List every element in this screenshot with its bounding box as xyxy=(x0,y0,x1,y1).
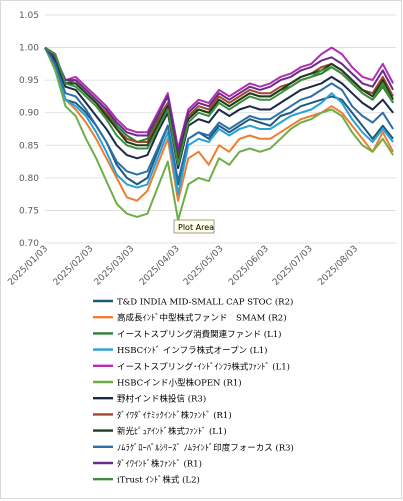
legend-label: HSBCｲﾝﾄﾞ インフラ株式オープン (L1) xyxy=(117,345,267,356)
y-tick-label: 0.70 xyxy=(19,239,39,249)
x-tick-label: 2025/02/03 xyxy=(52,244,96,288)
legend-item: ﾀﾞｲﾜｲﾝﾄﾞ株ﾌｧﾝﾄﾞ (R1) xyxy=(93,459,202,470)
y-tick-label: 0.75 xyxy=(19,206,39,216)
legend-label: 野村インド株投信 (R3) xyxy=(117,394,206,405)
y-tick-label: 0.95 xyxy=(19,76,39,86)
y-tick-label: 0.90 xyxy=(19,109,39,119)
legend-label: 高成長ｲﾝﾄﾞ中型株式ファンド SMAM (R2) xyxy=(117,313,287,324)
legend-label: 新光ﾋﾟｭｱｲﾝﾄﾞ株式ﾌｧﾝﾄﾞ (L1) xyxy=(117,426,227,437)
y-tick-label: 0.80 xyxy=(19,174,39,184)
legend-item: イーストスプリング消費関連ファンド (L1) xyxy=(93,329,281,340)
legend-label: ﾀﾞｲﾜﾀﾞｲﾅﾐｯｸｲﾝﾄﾞ株ﾌｧﾝﾄﾞ (R1) xyxy=(117,410,232,421)
legend-item: 新光ﾋﾟｭｱｲﾝﾄﾞ株式ﾌｧﾝﾄﾞ (L1) xyxy=(93,426,227,437)
series-line xyxy=(44,46,394,170)
legend-label: HSBCインド小型株OPEN (R1) xyxy=(117,378,242,389)
legend-label: イーストスプリング･ｲﾝﾄﾞｲﾝﾌﾗ株式ﾌｧﾝﾄﾞ (L1) xyxy=(117,361,290,372)
legend-item: T&D INDIA MID-SMALL CAP STOC (R2) xyxy=(93,297,293,308)
y-tick-label: 0.85 xyxy=(19,141,39,151)
legend-item: ﾀﾞｲﾜﾀﾞｲﾅﾐｯｸｲﾝﾄﾞ株ﾌｧﾝﾄﾞ (R1) xyxy=(93,410,232,421)
legend: T&D INDIA MID-SMALL CAP STOC (R2) 高成長ｲﾝﾄﾞ… xyxy=(93,297,294,486)
series-lines xyxy=(44,46,394,222)
x-tick-label: 2025/06/03 xyxy=(227,244,271,288)
legend-item: iTrust ｲﾝﾄﾞ株式 (L2) xyxy=(93,475,200,486)
series-line xyxy=(44,46,394,163)
series-line xyxy=(44,47,394,196)
y-tick-label: 1.05 xyxy=(19,11,39,21)
series-line xyxy=(44,47,394,222)
legend-label: ﾀﾞｲﾜｲﾝﾄﾞ株ﾌｧﾝﾄﾞ (R1) xyxy=(117,459,202,470)
y-axis: 0.70 0.75 0.80 0.85 0.90 0.95 1.00 1.05 xyxy=(19,11,39,249)
legend-label: T&D INDIA MID-SMALL CAP STOC (R2) xyxy=(117,297,293,308)
series-line xyxy=(44,46,394,150)
tooltip-text: Plot Area xyxy=(178,223,214,232)
legend-item: イーストスプリング･ｲﾝﾄﾞｲﾝﾌﾗ株式ﾌｧﾝﾄﾞ (L1) xyxy=(93,361,290,372)
legend-item: 野村インド株投信 (R3) xyxy=(93,394,206,405)
y-tick-label: 1.00 xyxy=(19,44,39,54)
series-line xyxy=(44,46,394,166)
legend-item: ﾉﾑﾗｸﾞﾛｰﾊﾞﾙｼﾘｰｽﾞ ﾉﾑﾗｲﾝﾄﾞ印度フォーカス (R3) xyxy=(93,442,294,453)
series-line xyxy=(44,47,394,202)
plot-area-tooltip: Plot Area xyxy=(173,219,215,234)
tooltip-box xyxy=(173,219,215,234)
x-tick-label: 2025/01/03 xyxy=(6,244,50,288)
series-line xyxy=(44,47,394,183)
legend-label: ﾉﾑﾗｸﾞﾛｰﾊﾞﾙｼﾘｰｽﾞ ﾉﾑﾗｲﾝﾄﾞ印度フォーカス (R3) xyxy=(117,442,294,453)
x-tick-label: 2025/07/03 xyxy=(271,244,315,288)
series-line xyxy=(44,46,394,153)
legend-item: HSBCｲﾝﾄﾞ インフラ株式オープン (L1) xyxy=(93,345,267,356)
legend-item: 高成長ｲﾝﾄﾞ中型株式ファンド SMAM (R2) xyxy=(93,313,287,324)
x-tick-label: 2025/04/03 xyxy=(138,244,182,288)
x-tick-label: 2025/05/03 xyxy=(182,244,226,288)
legend-label: iTrust ｲﾝﾄﾞ株式 (L2) xyxy=(117,475,200,486)
x-tick-label: 2025/08/03 xyxy=(316,244,360,288)
legend-item: HSBCインド小型株OPEN (R1) xyxy=(93,378,242,389)
x-tick-label: 2025/03/03 xyxy=(93,244,137,288)
legend-label: イーストスプリング消費関連ファンド (L1) xyxy=(117,329,281,340)
